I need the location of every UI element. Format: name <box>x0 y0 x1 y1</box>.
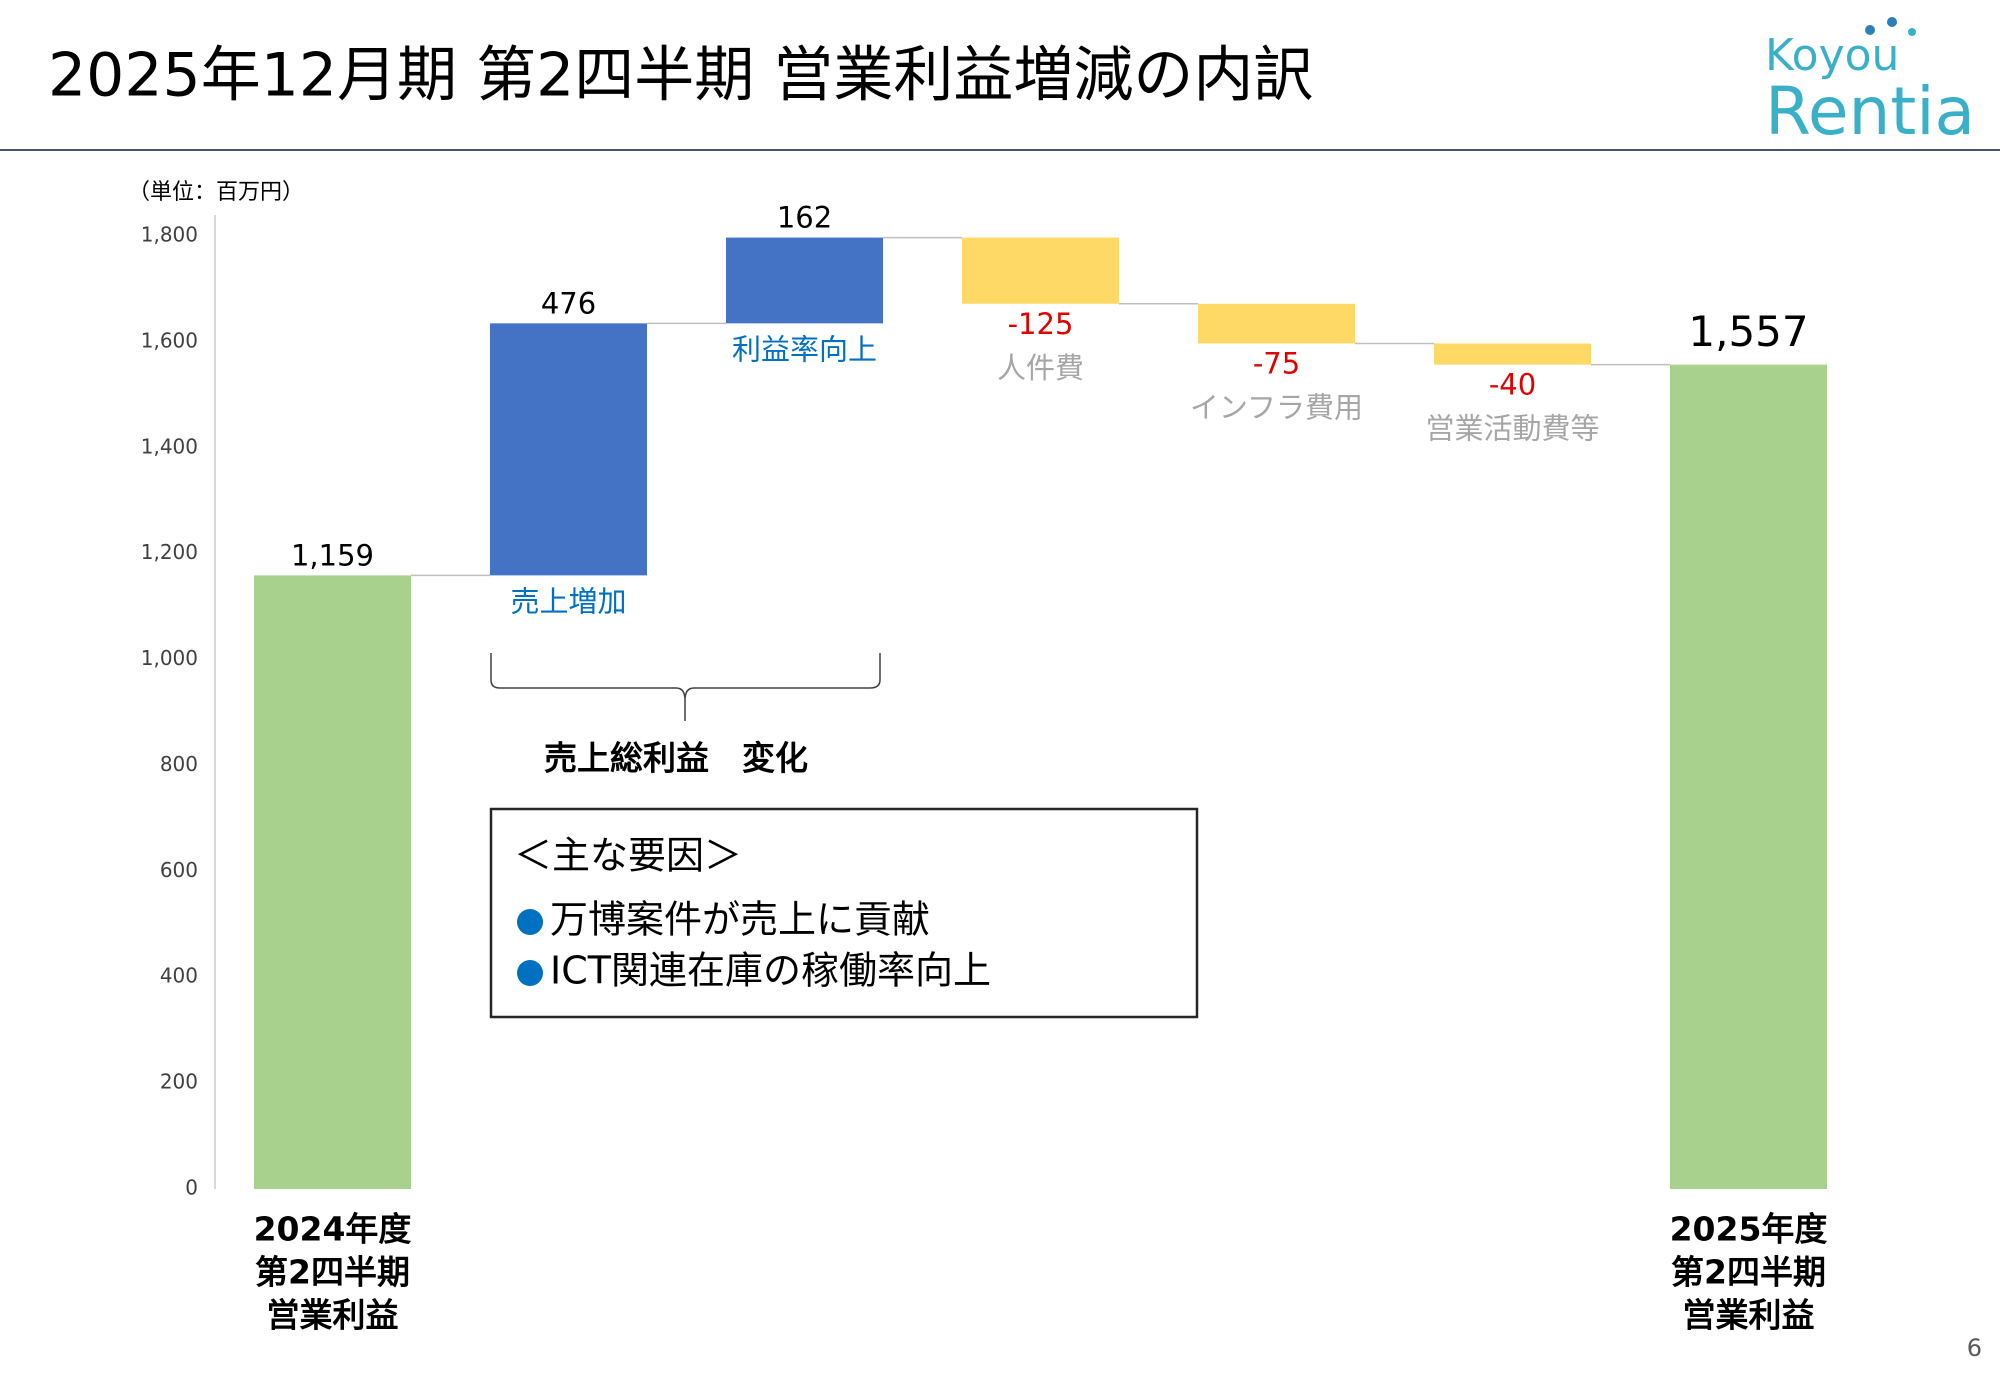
bar <box>254 575 411 1189</box>
logo-dot <box>1908 28 1916 36</box>
logo-dot <box>1865 25 1875 35</box>
category-label: 人件費 <box>997 351 1084 385</box>
value-label: 1,557 <box>1688 307 1808 356</box>
logo-dot <box>1887 17 1897 27</box>
x-tick-label: 営業利益 <box>1683 1296 1815 1335</box>
y-tick-label: 200 <box>160 1070 198 1094</box>
value-label: 1,159 <box>291 538 374 572</box>
value-label: 162 <box>777 201 832 235</box>
category-label: 営業活動費等 <box>1425 412 1599 446</box>
y-tick-label: 800 <box>160 752 198 776</box>
factor-box <box>489 807 1199 1019</box>
logo-top: Koyou <box>1765 30 1899 81</box>
x-tick-label: 2025年度 <box>1670 1210 1828 1249</box>
x-tick-label: 営業利益 <box>267 1296 399 1335</box>
y-tick-label: 1,800 <box>141 223 198 247</box>
category-label: 利益率向上 <box>732 332 877 366</box>
x-tick-label: 2024年度 <box>254 1210 412 1249</box>
bar <box>1198 303 1355 344</box>
y-tick-label: 1,400 <box>141 434 198 458</box>
bullet <box>517 909 543 935</box>
bar <box>490 323 647 576</box>
y-tick-label: 1,000 <box>141 646 198 670</box>
unit-label: （単位：百万円） <box>128 180 304 205</box>
annotation: 売上総利益 変化 <box>544 739 808 778</box>
value-label: -125 <box>1008 307 1074 341</box>
page-number: 6 <box>1967 1334 1982 1362</box>
x-tick-label: 第2四半期 <box>255 1253 410 1292</box>
factor-item: ICT関連在庫の稼働率向上 <box>550 949 991 993</box>
y-tick-label: 0 <box>185 1176 198 1200</box>
bullet <box>517 960 543 986</box>
y-tick-label: 600 <box>160 858 198 882</box>
bar <box>1434 343 1591 365</box>
brace <box>490 653 881 721</box>
factor-item: 万博案件が売上に貢献 <box>550 898 930 942</box>
factor-heading: ＜主な要因＞ <box>514 834 742 878</box>
y-tick-label: 1,200 <box>141 540 198 564</box>
y-tick-label: 400 <box>160 964 198 988</box>
logo-bottom: Rentia <box>1765 73 1975 150</box>
x-tick-label: 第2四半期 <box>1671 1253 1826 1292</box>
bar <box>1670 364 1827 1189</box>
bar <box>962 237 1119 304</box>
category-label: 売上増加 <box>510 584 626 618</box>
slide-title: 2025年12月期 第2四半期 営業利益増減の内訳 <box>48 41 1313 111</box>
value-label: -75 <box>1253 346 1300 380</box>
value-label: -40 <box>1489 368 1536 402</box>
y-tick-label: 1,600 <box>141 328 198 352</box>
category-label: インフラ費用 <box>1190 390 1363 424</box>
bar <box>726 237 883 324</box>
value-label: 476 <box>541 286 596 320</box>
